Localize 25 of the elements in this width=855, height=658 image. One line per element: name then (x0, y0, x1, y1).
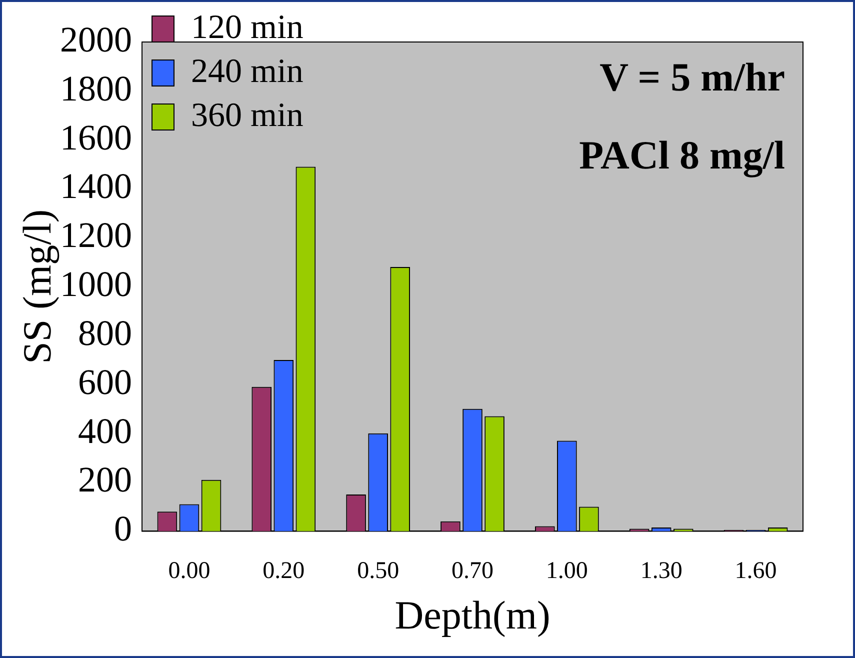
x-tick-label: 0.50 (357, 558, 400, 584)
x-axis-title: Depth(m) (394, 592, 550, 638)
y-tick-label: 0 (114, 508, 132, 549)
y-tick-label: 1800 (60, 68, 132, 108)
annotation: V = 5 m/hr (600, 54, 785, 100)
x-tick-label: 0.00 (168, 558, 210, 584)
x-tick-label: 0.20 (262, 558, 305, 584)
legend-label: 240 min (191, 52, 304, 90)
y-tick-label: 1000 (60, 264, 132, 304)
y-tick-label: 2000 (60, 19, 132, 60)
y-tick-label: 1200 (60, 215, 132, 256)
x-tick-label: 1.60 (734, 558, 777, 584)
x-tick-label: 1.00 (546, 558, 588, 584)
x-tick-label: 1.30 (640, 558, 682, 584)
legend-label: 360 min (191, 96, 304, 134)
x-tick-label: 0.70 (452, 558, 494, 584)
y-tick-label: 400 (78, 410, 132, 451)
y-tick-label: 200 (78, 460, 132, 500)
annotation: PACl 8 mg/l (579, 132, 785, 178)
y-axis-title: SS (mg/l) (14, 209, 60, 364)
y-tick-label: 1600 (60, 117, 132, 158)
legend-label: 120 min (191, 8, 304, 46)
y-tick-label: 800 (78, 312, 132, 353)
y-tick-label: 1400 (60, 166, 132, 206)
y-tick-label: 600 (78, 362, 132, 402)
